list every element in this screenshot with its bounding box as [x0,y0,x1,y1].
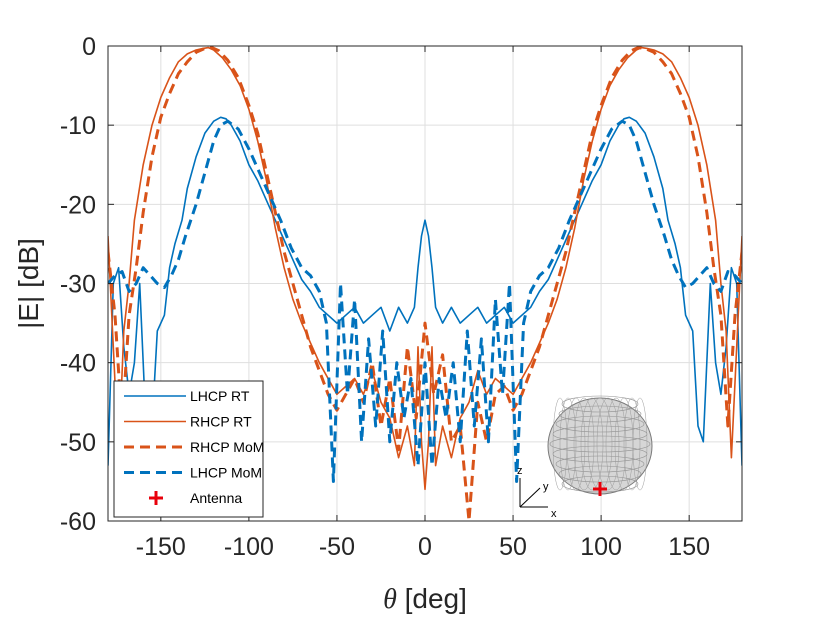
inset-mesh-meridian [573,397,595,491]
y-axis-label: |E| [dB] [13,238,44,329]
y-tick-label: -30 [60,271,96,299]
series-line-lhcp-rt [108,116,742,466]
x-tick-label: -50 [319,533,355,561]
inset-mesh-ring [555,455,645,473]
inset-mesh-meridian [623,397,641,491]
x-axis-label: θ [deg] [383,583,467,615]
inset-axis-letter-y: y [543,481,549,493]
y-tick-label: -10 [60,112,96,140]
y-tick-label: -60 [60,508,96,536]
legend-label-lhcp-mom: LHCP MoM [190,465,262,481]
x-tick-label: 0 [418,533,432,561]
legend-label-antenna: Antenna [190,490,242,506]
inset-axis-y [519,487,541,508]
inset-mesh-meridian [566,397,586,491]
legend-label-lhcp-rt: LHCP RT [190,388,250,404]
inset-mesh-ring [558,405,642,423]
legend: LHCP RT RHCP RT RHCP MoM LHCP MoM Antenna [113,380,264,518]
x-tick-label: 150 [668,533,710,561]
series-group [108,46,742,521]
y-tick-label: -40 [60,350,96,378]
y-tick-label: 0 [82,33,96,61]
legend-label-rhcp-mom: RHCP MoM [190,439,264,455]
inset-mesh-ring [549,435,651,453]
series-line-lhcp-mom [108,119,742,483]
legend-box [113,380,264,518]
inset-mesh-meridian [632,397,648,491]
inset-mesh-meridian [605,397,627,491]
inset-axis-letter-x: x [551,508,557,520]
x-tick-label: 100 [580,533,622,561]
inset-mesh-meridian [580,397,604,491]
inset-3d-model: z y x [517,395,653,520]
legend-label-rhcp-rt: RHCP RT [190,414,252,430]
x-tick-label: -150 [136,533,186,561]
x-tick-label: 50 [499,533,527,561]
series-line-rhcp-mom [108,46,742,521]
x-ticks: -150 -100 -50 0 50 100 150 [136,46,710,561]
x-tick-label: -100 [224,533,274,561]
x-axis-symbol: θ [383,584,397,615]
x-axis-unit: [deg] [397,583,467,614]
y-ticks: 0 -10 -20 -30 -40 -50 -60 [60,33,742,536]
inset-axis-letter-z: z [517,465,523,477]
y-tick-label: -50 [60,429,96,457]
inset-mesh-meridian [559,397,577,491]
series-line-rhcp-rt [108,46,742,491]
inset-mesh-meridian [596,397,620,491]
inset-mesh-ring [555,415,645,433]
y-tick-label: -20 [60,191,96,219]
